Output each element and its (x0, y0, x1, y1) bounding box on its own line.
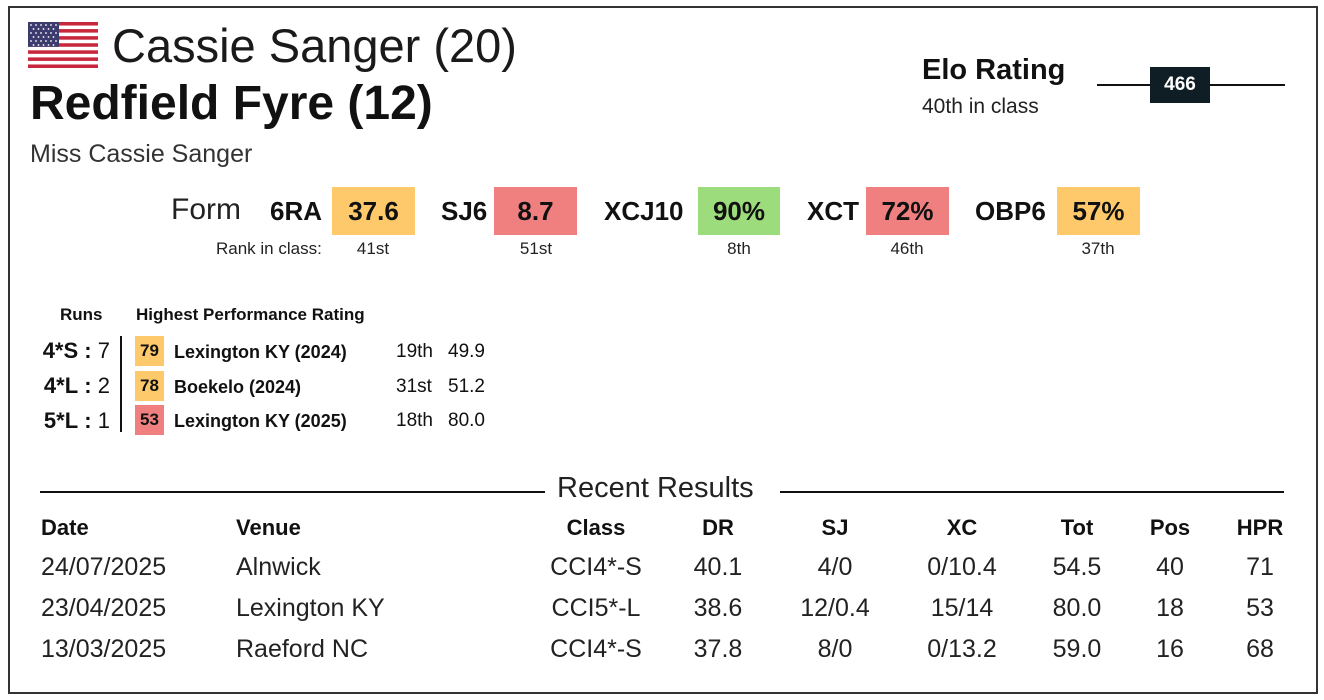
elo-title: Elo Rating (922, 54, 1066, 86)
col-header-date: Date (41, 515, 89, 540)
result-dr: 40.1 (693, 553, 743, 581)
recent-results-rule-right (780, 491, 1284, 493)
form-metric-rank: 46th (890, 239, 924, 258)
form-metric-value: 90% (698, 187, 780, 235)
result-class: CCI4*-S (550, 635, 642, 663)
elo-value: 466 (1150, 67, 1210, 103)
col-header-xc: XC (946, 515, 978, 540)
hpr-value: 78 (135, 371, 164, 401)
hpr-score: 49.9 (448, 341, 485, 362)
run-level-row: 4*S : 7 (42, 338, 110, 363)
form-metric-value: 8.7 (494, 187, 577, 235)
form-metric-value: 37.6 (332, 187, 415, 235)
result-pos: 40 (1156, 553, 1184, 581)
form-metric-rank: 51st (519, 239, 553, 258)
col-header-class: Class (566, 515, 626, 540)
col-header-pos: Pos (1149, 515, 1191, 540)
result-dr: 37.8 (693, 635, 743, 663)
hpr-event: Boekelo (2024) (174, 377, 302, 397)
form-label: Form (171, 193, 241, 226)
result-pos: 18 (1156, 594, 1184, 622)
form-metric-value: 72% (866, 187, 949, 235)
result-class: CCI5*-L (551, 594, 641, 622)
result-hpr: 53 (1246, 594, 1274, 622)
result-venue: Raeford NC (236, 635, 368, 663)
run-level-row: 5*L : 1 (43, 408, 110, 433)
form-metric-name: SJ6 (441, 196, 488, 226)
result-xc: 0/10.4 (927, 553, 997, 581)
elo-rank: 40th in class (922, 95, 1039, 118)
result-sj: 12/0.4 (800, 594, 870, 622)
us-flag-icon (28, 22, 98, 68)
result-tot: 80.0 (1052, 594, 1102, 622)
hpr-score: 80.0 (448, 410, 485, 431)
form-metric-value: 57% (1057, 187, 1140, 235)
recent-results-rule-left (40, 491, 545, 493)
hpr-position: 31st (396, 376, 432, 397)
hpr-header: Highest Performance Rating (136, 305, 365, 324)
form-metric-name: XCT (807, 196, 859, 226)
col-header-dr: DR (702, 515, 734, 540)
form-metric-name: XCJ10 (604, 196, 684, 226)
result-tot: 59.0 (1052, 635, 1102, 663)
result-class: CCI4*-S (550, 553, 642, 581)
col-header-hpr: HPR (1236, 515, 1284, 540)
result-pos: 16 (1156, 635, 1184, 663)
result-xc: 0/13.2 (927, 635, 997, 663)
runs-header: Runs (60, 305, 103, 324)
form-metric-rank: 8th (727, 239, 751, 258)
hpr-event: Lexington KY (2024) (174, 342, 347, 362)
result-xc: 15/14 (930, 594, 994, 622)
horse-name: Redfield Fyre (12) (30, 77, 433, 130)
run-level-row: 4*L : 2 (43, 373, 110, 398)
col-header-tot: Tot (1060, 515, 1094, 540)
col-header-venue: Venue (236, 515, 301, 540)
result-venue: Lexington KY (236, 594, 385, 622)
horse-profile-card (8, 6, 1318, 694)
runs-divider (120, 336, 122, 432)
col-header-sj: SJ (821, 515, 849, 540)
result-hpr: 68 (1246, 635, 1274, 663)
result-dr: 38.6 (693, 594, 743, 622)
hpr-value: 79 (135, 336, 164, 366)
form-metric-rank: 41st (356, 239, 390, 258)
hpr-position: 19th (396, 341, 433, 362)
result-tot: 54.5 (1052, 553, 1102, 581)
owner-name: Miss Cassie Sanger (30, 140, 253, 168)
hpr-event: Lexington KY (2025) (174, 411, 347, 431)
rider-name: Cassie Sanger (20) (112, 19, 517, 72)
result-sj: 4/0 (817, 553, 853, 581)
result-date: 24/07/2025 (41, 553, 167, 581)
form-metric-rank: 37th (1081, 239, 1115, 258)
result-date: 23/04/2025 (41, 594, 167, 622)
recent-results-title: Recent Results (557, 472, 754, 504)
form-metric-name: OBP6 (975, 196, 1046, 226)
hpr-value: 53 (135, 405, 164, 435)
hpr-score: 51.2 (448, 376, 485, 397)
result-date: 13/03/2025 (41, 635, 167, 663)
result-hpr: 71 (1246, 553, 1274, 581)
form-metric-name: 6RA (270, 196, 323, 226)
hpr-position: 18th (396, 410, 433, 431)
rank-in-class-label: Rank in class: (216, 239, 322, 258)
result-venue: Alnwick (236, 553, 321, 581)
result-sj: 8/0 (817, 635, 853, 663)
